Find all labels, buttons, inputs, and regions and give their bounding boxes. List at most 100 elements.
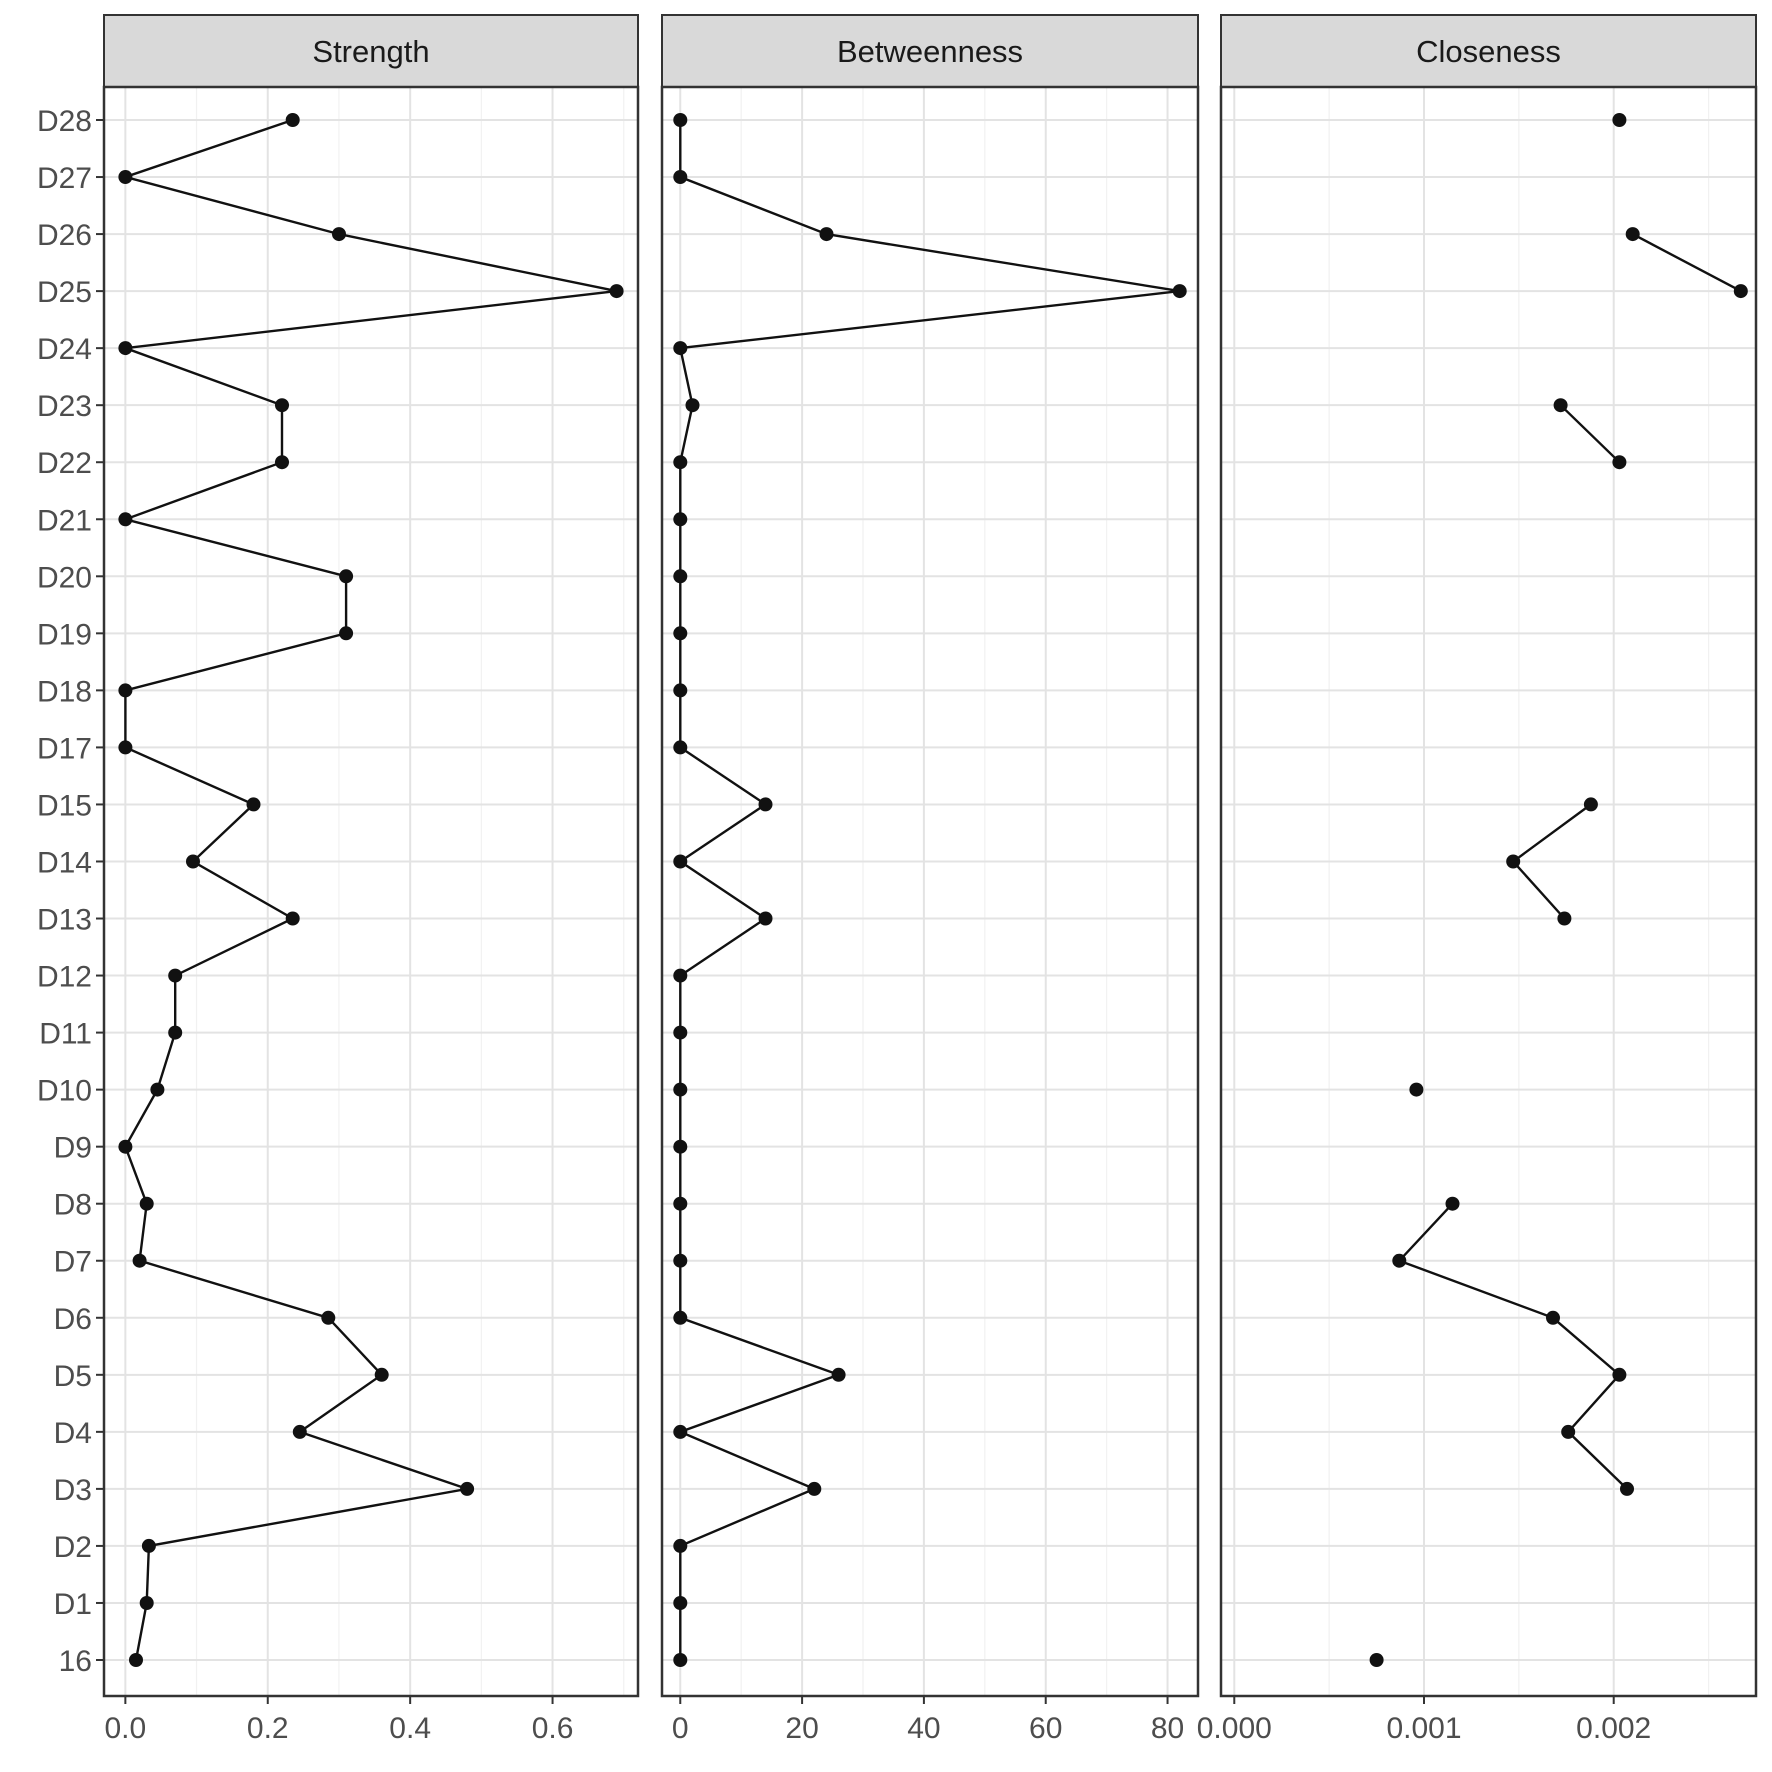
x-tick-label: 0.001 bbox=[1386, 1712, 1461, 1745]
data-point-d10 bbox=[150, 1082, 165, 1097]
series-line-closeness bbox=[1397, 1202, 1628, 1490]
x-tick-label: 0.6 bbox=[532, 1712, 574, 1745]
data-point-d22 bbox=[275, 455, 289, 470]
y-tick-label: D19 bbox=[37, 618, 92, 651]
data-point-d19 bbox=[673, 626, 688, 641]
data-point-d3 bbox=[1620, 1481, 1634, 1496]
data-point-d10 bbox=[1409, 1082, 1424, 1097]
data-point-d7 bbox=[1392, 1253, 1407, 1268]
data-point-d8 bbox=[1445, 1196, 1460, 1211]
data-point-d6 bbox=[673, 1310, 688, 1325]
data-point-16 bbox=[1369, 1653, 1384, 1667]
data-point-d4 bbox=[673, 1424, 688, 1439]
facet-strip bbox=[1220, 14, 1757, 88]
y-tick-label: D13 bbox=[37, 904, 92, 937]
data-point-d1 bbox=[673, 1596, 688, 1610]
data-point-d20 bbox=[673, 569, 688, 584]
y-tick-label: D5 bbox=[54, 1360, 92, 1393]
data-point-d15 bbox=[246, 797, 261, 812]
data-point-d21 bbox=[673, 512, 688, 527]
data-point-d15 bbox=[1583, 797, 1598, 812]
facet-strip-label: Betweenness bbox=[837, 34, 1023, 69]
data-point-d9 bbox=[673, 1139, 688, 1154]
facet-strip bbox=[661, 14, 1199, 88]
y-tick-label: D21 bbox=[37, 504, 92, 537]
facet-strip bbox=[103, 14, 639, 88]
data-point-d12 bbox=[168, 968, 183, 983]
data-point-d18 bbox=[118, 683, 133, 698]
y-tick-label: D15 bbox=[37, 789, 92, 822]
data-point-d15 bbox=[758, 797, 773, 812]
x-tick-label: 0 bbox=[672, 1712, 689, 1745]
y-tick-label: D27 bbox=[37, 162, 92, 195]
y-tick-label: D6 bbox=[54, 1303, 92, 1336]
facet-panel-strength: Strength 0.0 0.2 0.4 0.6 bbox=[102, 14, 640, 1745]
data-point-d20 bbox=[339, 569, 354, 584]
y-tick-label: D9 bbox=[54, 1132, 92, 1165]
data-point-d23 bbox=[685, 398, 700, 413]
data-point-d28 bbox=[673, 113, 688, 127]
y-tick-label: D22 bbox=[37, 447, 92, 480]
data-point-d26 bbox=[819, 227, 834, 242]
data-point-d9 bbox=[118, 1139, 133, 1154]
data-point-16 bbox=[129, 1653, 143, 1667]
series-line-closeness bbox=[1632, 233, 1742, 293]
y-tick-label: D25 bbox=[37, 276, 92, 309]
y-axis: 16 D1 D2 D3 D4 D5 D6 D7 D8 D9 D10 D11 D12 D13 D14 D15 D1… bbox=[37, 105, 104, 1678]
x-tick-label: 0.002 bbox=[1576, 1712, 1651, 1745]
data-point-d8 bbox=[139, 1196, 154, 1211]
data-point-d12 bbox=[673, 968, 688, 983]
y-tick-label: D7 bbox=[54, 1246, 92, 1279]
panel-border bbox=[102, 85, 640, 1698]
data-point-d22 bbox=[1612, 455, 1627, 470]
data-point-d8 bbox=[673, 1196, 688, 1211]
y-tick-label: 16 bbox=[59, 1645, 92, 1678]
y-tick-label: D28 bbox=[37, 105, 92, 138]
y-tick-label: D17 bbox=[37, 732, 92, 765]
data-point-d26 bbox=[332, 227, 346, 242]
x-tick-label: 20 bbox=[785, 1712, 818, 1745]
y-tick-label: D24 bbox=[37, 333, 92, 366]
data-point-d5 bbox=[374, 1367, 389, 1382]
data-point-d5 bbox=[831, 1367, 846, 1382]
y-tick-label: D12 bbox=[37, 961, 92, 994]
y-tick-label: D23 bbox=[37, 390, 92, 423]
data-point-d2 bbox=[141, 1538, 156, 1553]
x-tick-label: 0.0 bbox=[105, 1712, 147, 1745]
y-tick-label: D1 bbox=[54, 1588, 92, 1621]
data-point-d28 bbox=[1612, 113, 1627, 127]
facet-strip-label: Strength bbox=[312, 34, 429, 69]
x-tick-label: 60 bbox=[1029, 1712, 1062, 1745]
data-point-d24 bbox=[673, 341, 688, 356]
y-tick-label: D10 bbox=[37, 1075, 92, 1108]
data-point-d27 bbox=[118, 170, 133, 184]
y-tick-label: D20 bbox=[37, 561, 92, 594]
data-point-d28 bbox=[285, 113, 300, 127]
data-point-d13 bbox=[1557, 911, 1572, 926]
y-tick-label: D14 bbox=[37, 846, 92, 879]
data-point-d19 bbox=[339, 626, 354, 641]
y-tick-label: D4 bbox=[54, 1417, 92, 1450]
data-point-d27 bbox=[673, 170, 688, 184]
data-point-d3 bbox=[807, 1481, 822, 1496]
x-tick-label: 0.000 bbox=[1197, 1712, 1272, 1745]
data-point-d14 bbox=[1506, 854, 1521, 869]
x-tick-label: 80 bbox=[1151, 1712, 1184, 1745]
x-tick-label: 0.2 bbox=[247, 1712, 289, 1745]
y-tick-label: D3 bbox=[54, 1474, 92, 1507]
data-point-d18 bbox=[673, 683, 688, 698]
panel-border bbox=[1219, 85, 1758, 1698]
y-tick-label: D18 bbox=[37, 675, 92, 708]
data-point-d24 bbox=[118, 341, 133, 356]
facet-panel-closeness: Closeness 0.000 0.001 0.002 bbox=[1197, 14, 1758, 1745]
data-point-d3 bbox=[460, 1481, 475, 1496]
data-point-d23 bbox=[1553, 398, 1568, 413]
series-line-strength bbox=[121, 118, 617, 1661]
data-point-d14 bbox=[186, 854, 200, 869]
data-point-d4 bbox=[1561, 1424, 1576, 1439]
panel-border bbox=[660, 85, 1200, 1698]
panel-background bbox=[1221, 87, 1756, 1696]
data-point-d21 bbox=[118, 512, 133, 527]
data-point-d25 bbox=[1172, 284, 1187, 299]
